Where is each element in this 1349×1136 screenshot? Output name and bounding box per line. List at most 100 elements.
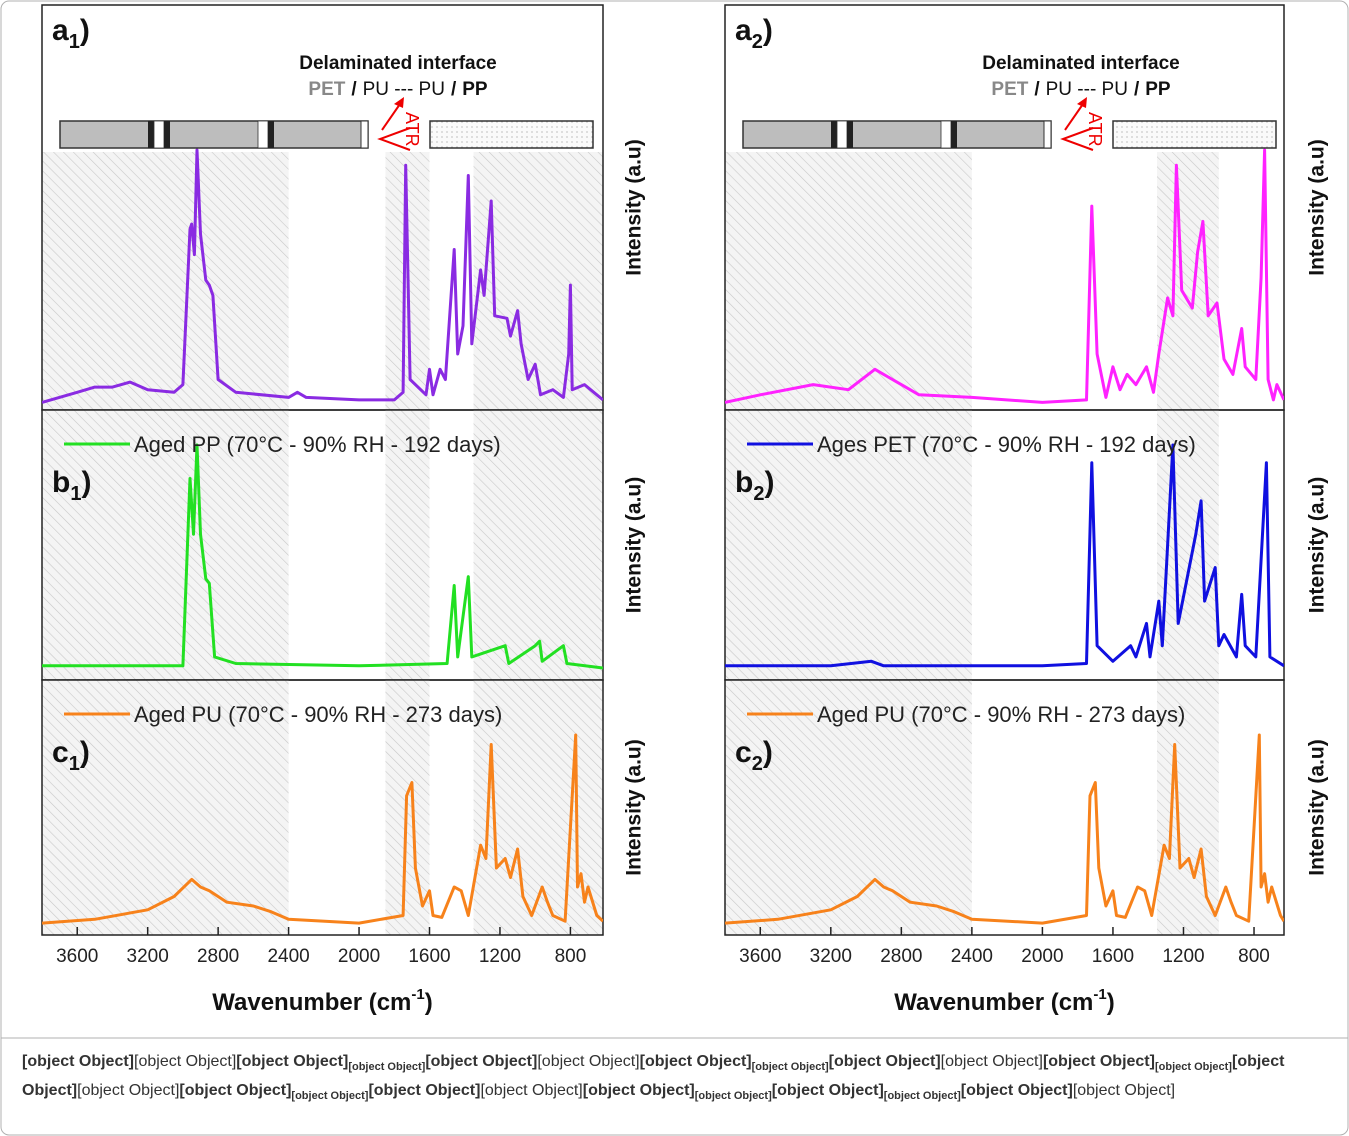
panel-label: a1) (52, 14, 90, 53)
x-axis-label-part: -1 (411, 986, 424, 1003)
legend-label: Aged PU (70°C - 90% RH - 273 days) (817, 702, 1185, 727)
panel-label-part: ) (763, 736, 773, 769)
panel-label-part: 1 (69, 753, 80, 775)
caption-part: [object Object] (1042, 1053, 1155, 1070)
panel-label-part: ) (80, 14, 90, 47)
atr-arrowhead (394, 97, 404, 108)
caption-part: [object Object] (425, 1053, 538, 1070)
shaded-region (42, 152, 289, 410)
y-axis-label: Intensity (a.u) (623, 477, 646, 614)
panel-label-part: ) (764, 466, 774, 499)
x-tick-label: 2400 (267, 946, 309, 967)
caption-part: [object Object] (1154, 1061, 1232, 1074)
caption-part: [object Object] (639, 1053, 752, 1070)
caption-part: [object Object] (348, 1061, 426, 1074)
panel: Ages PET (70°C - 90% RH - 192 days) b2) In… (724, 409, 1329, 681)
atr-arrow (1064, 103, 1084, 131)
layer-stripe (257, 120, 269, 149)
caption-part: [object Object] (883, 1090, 961, 1103)
x-tick-label: 800 (555, 946, 587, 967)
atr-beam (1060, 127, 1094, 151)
legend-label: Aged PP (70°C - 90% RH - 192 days) (134, 432, 501, 457)
layer-label: PET (991, 79, 1028, 100)
layer-stripe (164, 121, 170, 148)
x-axis-label-part: Wavenumber (cm (212, 989, 411, 1016)
x-tick-label: 1600 (1092, 946, 1134, 967)
shaded-region (42, 410, 289, 680)
caption-part: [object Object] (694, 1090, 772, 1103)
shaded-region (1157, 680, 1219, 935)
panel-label: c2) (735, 736, 773, 775)
shaded-region (725, 680, 972, 935)
y-axis-label: Intensity (a.u) (623, 739, 646, 876)
panel-label-part: 2 (752, 31, 763, 53)
spectrum-line (42, 443, 603, 670)
caption-part: [object Object] (751, 1061, 829, 1074)
caption: [object Object][object Object][object Ob… (22, 1050, 1327, 1108)
layer-bar (742, 120, 1052, 149)
panel: Aged PP (70°C - 90% RH - 192 days) b1) Int… (41, 409, 646, 681)
x-tick-label: 2000 (338, 946, 380, 967)
panel-label-part: a (52, 14, 69, 47)
layer-stripe (148, 121, 154, 148)
x-tick-label: 3600 (56, 946, 98, 967)
y-axis-label: Intensity (a.u) (1306, 739, 1329, 876)
layer-label: / (1134, 79, 1140, 100)
atr-label: ATR (402, 112, 422, 147)
spectrum-line (725, 443, 1284, 668)
caption-part: [object Object] (940, 1053, 1043, 1070)
caption-part: [object Object] (960, 1082, 1073, 1100)
panel-label: b1) (52, 466, 91, 505)
x-tick-label: 3200 (127, 946, 169, 967)
caption-part: [object Object] (22, 1053, 135, 1070)
caption-part: [object Object] (368, 1082, 481, 1100)
panel-label-part: ) (81, 466, 91, 499)
atr-label: ATR (1085, 112, 1105, 147)
layer-label: PET (308, 79, 345, 100)
panel-label-part: 2 (752, 753, 763, 775)
atr-beam (377, 127, 411, 151)
x-tick-label: 2800 (880, 946, 922, 967)
caption-part: [object Object] (582, 1082, 695, 1100)
layer-stripe (951, 121, 957, 148)
panel: Aged PU (70°C - 90% RH - 273 days) c2) Int… (724, 679, 1329, 1016)
atr-arrow (381, 103, 401, 131)
x-tick-label: 2000 (1021, 946, 1063, 967)
layer-stripe (831, 121, 837, 148)
panel-label-part: 2 (753, 483, 764, 505)
diagram-title: Delaminated interface (299, 53, 496, 74)
panel: a1) Intensity (a.u) Delaminated interface P… (41, 4, 646, 411)
layer-stripe (153, 120, 165, 149)
x-axis-label: Wavenumber (cm-1) (894, 986, 1115, 1016)
caption-part: [object Object] (537, 1053, 640, 1070)
panel-frame (724, 679, 1285, 936)
layer-label: / (1034, 79, 1040, 100)
caption-part: [object Object] (291, 1090, 369, 1103)
panel-label-part: a (735, 14, 752, 47)
caption-part: [object Object] (134, 1053, 237, 1070)
x-tick-label: 1600 (408, 946, 450, 967)
peeled-layer (1112, 120, 1277, 149)
caption-part: [object Object] (828, 1053, 941, 1070)
x-tick-label: 800 (1238, 946, 1270, 967)
x-axis-label-part: -1 (1093, 986, 1106, 1003)
legend-label: Ages PET (70°C - 90% RH - 192 days) (817, 432, 1196, 457)
x-axis-label-part: Wavenumber (cm (894, 989, 1093, 1016)
diagram-layers: PET / PU --- PU / PP (308, 79, 488, 100)
panel-label-part: 1 (70, 483, 81, 505)
y-axis-label: Intensity (a.u) (1306, 139, 1329, 276)
layer-label: PP (1145, 79, 1171, 100)
x-tick-label: 1200 (1162, 946, 1204, 967)
x-axis-label: Wavenumber (cm-1) (212, 986, 433, 1016)
caption-part: [object Object] (22, 1053, 1285, 1100)
spectrum-line (42, 148, 603, 404)
caption-part: [object Object] (179, 1082, 292, 1100)
caption-part: [object Object] (480, 1082, 583, 1100)
shaded-region (725, 152, 972, 410)
y-axis-label: Intensity (a.u) (623, 139, 646, 276)
panel-label: b2) (735, 466, 774, 505)
shaded-region (1157, 152, 1219, 410)
panel-label-part: ) (80, 736, 90, 769)
x-axis-label-part: ) (425, 989, 433, 1016)
